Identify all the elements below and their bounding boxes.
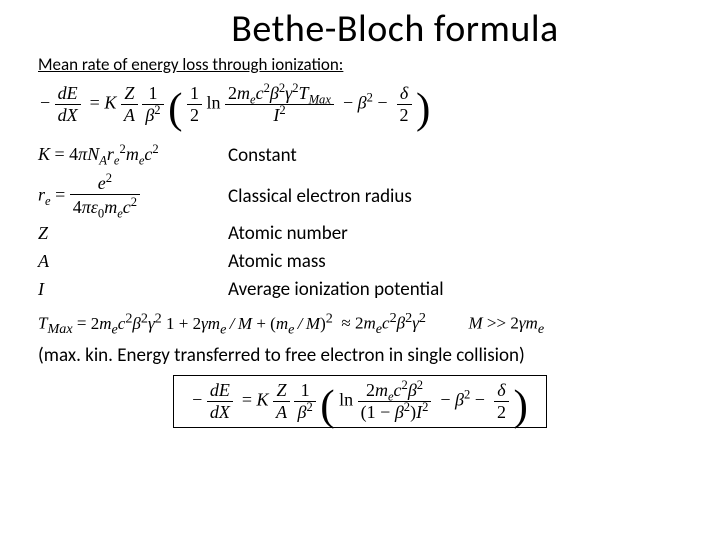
label-z: Atomic number xyxy=(228,222,348,245)
def-row-re: re = e24πε0mec2 Classical electron radiu… xyxy=(38,174,684,218)
symbol-a: A xyxy=(38,251,228,272)
slide: Bethe-Bloch formula Mean rate of energy … xyxy=(0,0,720,540)
symbol-i: I xyxy=(38,279,228,300)
def-row-i: I Average ionization potential xyxy=(38,276,684,302)
symbol-k: K = 4πNAre2mec2 xyxy=(38,142,228,169)
main-equation: − dEdX = K ZA 1β2 ( 12 ln 2mec2β2γ2TMaxI… xyxy=(40,83,684,126)
boxed-equation-wrap: − dEdX = K ZA 1β2 ( ln 2mec2β2 (1 − β2)I… xyxy=(36,375,684,428)
label-k: Constant xyxy=(228,144,297,167)
def-row-z: Z Atomic number xyxy=(38,220,684,246)
def-row-a: A Atomic mass xyxy=(38,248,684,274)
page-title: Bethe-Bloch formula xyxy=(36,6,684,52)
boxed-equation: − dEdX = K ZA 1β2 ( ln 2mec2β2 (1 − β2)I… xyxy=(173,375,547,428)
symbol-re: re = e24πε0mec2 xyxy=(38,171,228,222)
subtitle: Mean rate of energy loss through ionizat… xyxy=(38,54,684,75)
definitions-list: K = 4πNAre2mec2 Constant re = e24πε0mec2… xyxy=(38,138,684,302)
label-a: Atomic mass xyxy=(228,250,326,273)
label-re: Classical electron radius xyxy=(228,185,412,208)
tmax-note: (max. kin. Energy transferred to free el… xyxy=(38,344,684,367)
def-row-k: K = 4πNAre2mec2 Constant xyxy=(38,138,684,172)
label-i: Average ionization potential xyxy=(228,278,444,301)
symbol-z: Z xyxy=(38,223,228,244)
tmax-equation: TMax = 2mec2β2γ2 1 + 2γme / M + (me / M)… xyxy=(38,310,684,338)
